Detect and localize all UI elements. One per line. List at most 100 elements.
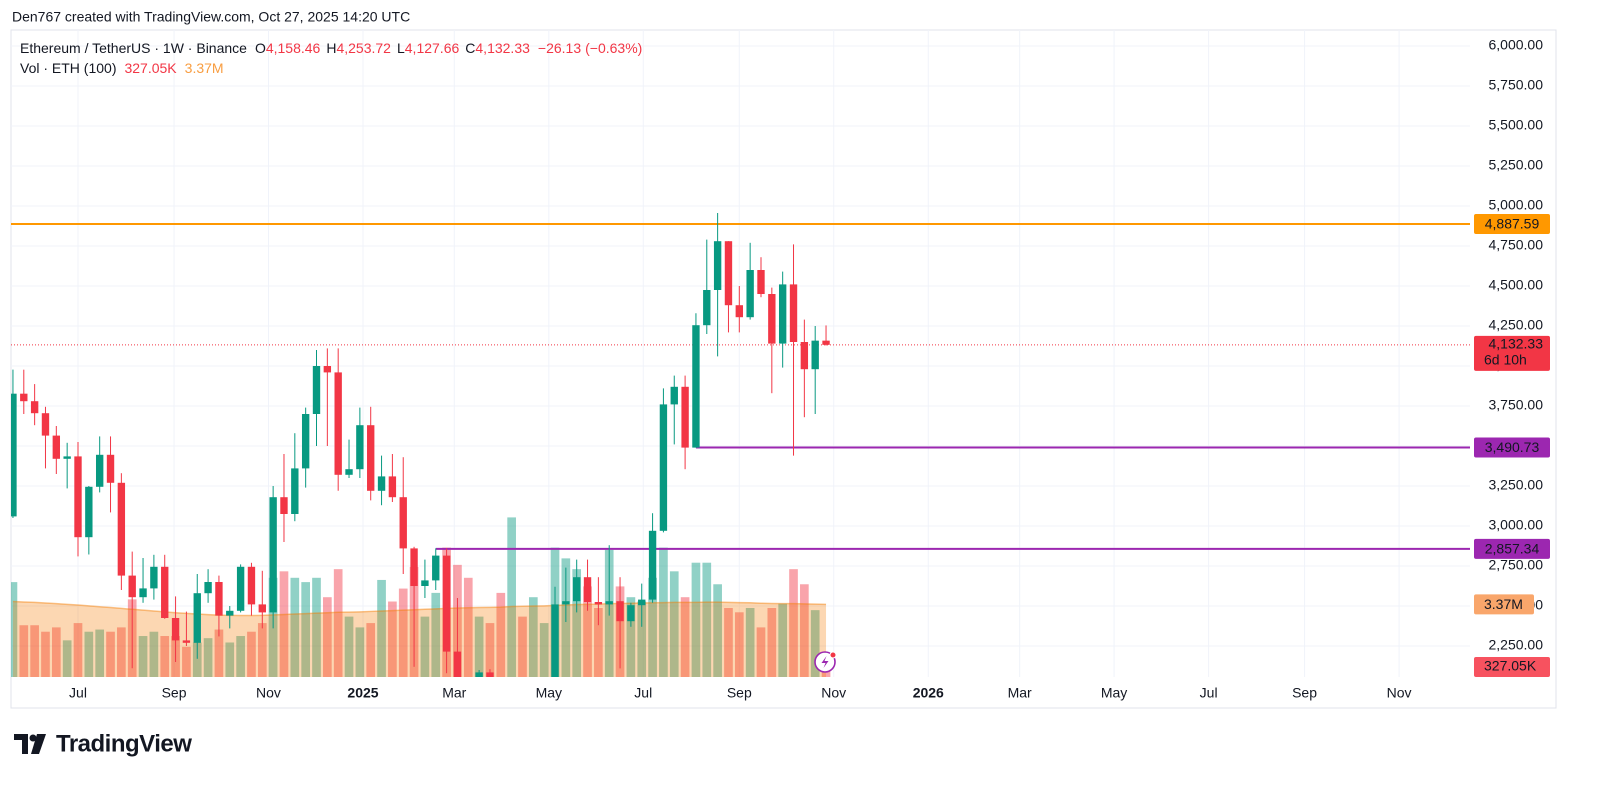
volume-bar [724, 607, 733, 677]
volume-ma-axis-label: 3.37M [1484, 596, 1523, 612]
volume-bar [312, 577, 321, 677]
candle-body [52, 435, 61, 459]
candle-body [139, 588, 147, 598]
candle-body [475, 672, 483, 677]
y-tick-label: 3,000.00 [1489, 517, 1544, 533]
candle-body [822, 340, 830, 345]
candle-body [236, 566, 245, 611]
volume-bar [702, 562, 712, 677]
candle-body [171, 618, 180, 641]
candle-body [312, 366, 321, 414]
x-tick-label: 2025 [347, 685, 378, 701]
volume-bar [214, 629, 224, 677]
volume-bar [821, 669, 831, 677]
symbol-title: Ethereum / TetherUS · 1W · Binance [20, 40, 247, 56]
y-tick-label: 4,500.00 [1489, 277, 1544, 293]
volume-bar [257, 623, 267, 677]
candle-body [778, 284, 787, 344]
candle-body [301, 414, 310, 469]
volume-bar [279, 571, 289, 677]
candle-body [11, 393, 17, 517]
volume-bar [333, 569, 343, 677]
level-label: 4,887.59 [1485, 216, 1540, 232]
grid [11, 30, 1470, 677]
candle-body [768, 294, 776, 344]
volume-bar [496, 592, 506, 677]
candle-body [63, 456, 71, 459]
x-tick-label: Jul [1200, 685, 1218, 701]
volume-bar [485, 623, 495, 677]
volume-value: 327.05K [124, 60, 177, 76]
candle-body [30, 401, 39, 414]
volume-ma-line [12, 600, 827, 617]
candle-body [497, 715, 504, 753]
candle-body [638, 599, 646, 606]
legend-key: O [255, 40, 266, 56]
candle-body [442, 555, 451, 652]
candle-body [540, 716, 547, 719]
volume-bar [62, 640, 72, 677]
x-tick-label: Sep [162, 685, 187, 701]
candle-body [670, 386, 678, 405]
candle-body [703, 290, 711, 326]
candle-body [20, 393, 28, 402]
candle-body [432, 555, 440, 581]
volume-bar [463, 577, 473, 677]
volume-bar [323, 597, 332, 677]
volume-bar [388, 601, 397, 677]
volume-bar [30, 625, 39, 677]
y-tick-label: 5,500.00 [1489, 117, 1544, 133]
candle-body [106, 454, 115, 483]
volume-bar [117, 627, 126, 677]
level-label: 3,490.73 [1485, 439, 1540, 455]
volume-ma-area [12, 601, 827, 677]
candle-body [247, 566, 256, 605]
y-tick-label: 5,750.00 [1489, 77, 1544, 93]
candle-body [41, 413, 50, 436]
candle-body [713, 241, 722, 290]
candle-body [562, 601, 570, 605]
volume-bar [11, 582, 18, 677]
legend-value: 4,127.66 [405, 40, 460, 56]
volume-bar [583, 586, 592, 677]
candle-body [269, 497, 277, 613]
candle-body [258, 604, 266, 613]
x-tick-label: Nov [821, 685, 846, 701]
candle-body [410, 548, 418, 586]
candle-body [800, 342, 809, 370]
x-tick-label: 2026 [913, 685, 944, 701]
volume-bar [182, 646, 191, 677]
volume-bar [138, 636, 148, 677]
candle-body [453, 651, 462, 677]
candle-body [681, 386, 689, 448]
level-label: 2,857.34 [1485, 541, 1540, 557]
volume-bar [767, 607, 777, 677]
x-tick-label: Jul [634, 685, 652, 701]
candle-body [291, 468, 299, 514]
volume-bar [149, 631, 159, 677]
candle-body [508, 746, 515, 753]
candle-body [583, 577, 592, 602]
volume-bar [236, 636, 245, 677]
candle-body [95, 454, 104, 487]
volume-bar [648, 577, 657, 677]
candle-body [519, 746, 526, 753]
level-box [1474, 213, 1550, 234]
volume-bar [355, 627, 365, 677]
y-tick-label: 3,750.00 [1489, 397, 1544, 413]
candle-body [204, 582, 212, 594]
y-tick-label: 6,000.00 [1489, 37, 1544, 53]
volume-bar [637, 601, 647, 677]
volume-bar [51, 627, 61, 677]
candle-body [388, 476, 397, 498]
brand-logo [14, 734, 46, 754]
y-tick-label: 5,250.00 [1489, 157, 1544, 173]
candle-body [334, 372, 342, 475]
volume-bar [247, 631, 256, 677]
level-box [1474, 538, 1550, 559]
volume-ma-value: 3.37M [185, 60, 224, 76]
volume-bar [539, 623, 549, 677]
volume-bar [73, 623, 83, 677]
volume-bar [225, 642, 235, 677]
